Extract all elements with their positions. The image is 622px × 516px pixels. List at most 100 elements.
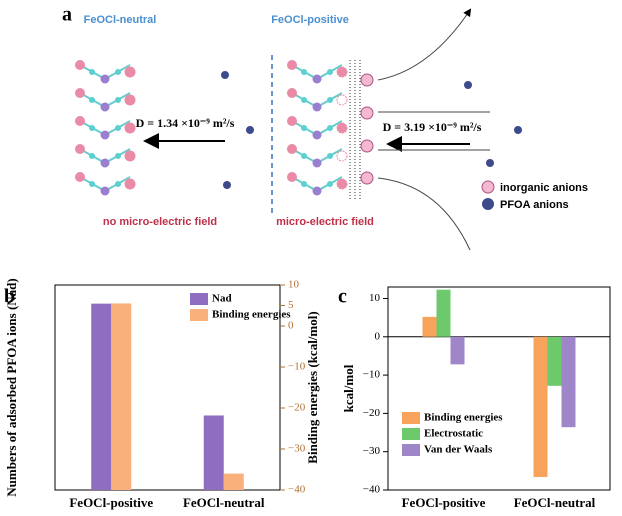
plot-frame <box>54 284 281 491</box>
bar <box>91 303 112 490</box>
x-tick-label: FeOCl-positive <box>402 495 486 510</box>
legend-swatch <box>402 444 420 456</box>
panel-label: b <box>4 286 15 308</box>
atom <box>336 94 348 106</box>
atom <box>115 97 121 103</box>
legend-label: Binding energies <box>424 412 503 424</box>
legend-swatch <box>482 198 494 210</box>
atom <box>312 130 322 140</box>
atom <box>336 150 348 162</box>
atom <box>115 69 121 75</box>
legend-swatch <box>190 293 208 305</box>
atom <box>301 153 307 159</box>
tick-label: −40 <box>288 484 306 496</box>
tick-label: 5 <box>288 299 294 311</box>
left-caption: no micro-electric field <box>103 216 217 228</box>
bar <box>561 336 576 428</box>
pfoa-anion <box>221 71 229 79</box>
tick-label: −40 <box>363 484 381 496</box>
pfoa-anion <box>486 159 494 167</box>
x-tick-label: FeOCl-neutral <box>183 495 265 510</box>
legend-swatch <box>481 180 495 194</box>
atom <box>287 116 297 126</box>
atom <box>327 125 333 131</box>
atom <box>301 69 307 75</box>
atom <box>75 88 85 98</box>
atom <box>312 186 322 196</box>
left-title: FeOCl-neutral <box>84 14 157 26</box>
panel-label: a <box>62 4 72 26</box>
bar <box>111 303 132 490</box>
pfoa-anion <box>514 126 522 134</box>
atom <box>75 144 85 154</box>
atom <box>301 125 307 131</box>
atom <box>75 60 85 70</box>
y2-axis-label: Binding energies (kcal/mol) <box>305 311 320 463</box>
right-diffusion: D = 3.19 ×10⁻⁹ m²/s <box>383 120 482 134</box>
atom <box>115 153 121 159</box>
tick-label: −20 <box>288 402 306 414</box>
atom <box>100 158 110 168</box>
atom <box>89 181 95 187</box>
atom <box>89 153 95 159</box>
atom <box>287 88 297 98</box>
atom <box>100 102 110 112</box>
right-caption: micro-electric field <box>276 216 374 228</box>
atom <box>312 74 322 84</box>
bar <box>547 336 562 386</box>
atom <box>75 116 85 126</box>
inorganic-anion <box>360 139 374 153</box>
pfoa-anion <box>223 181 231 189</box>
tick-label: −30 <box>288 443 306 455</box>
bar <box>436 289 451 337</box>
bar <box>450 336 465 365</box>
atom <box>89 97 95 103</box>
atom <box>287 172 297 182</box>
inorganic-anion <box>360 171 374 185</box>
legend-label: Nad <box>212 293 232 305</box>
bar <box>533 336 548 477</box>
atom <box>100 130 110 140</box>
y-axis-label: kcal/mol <box>341 364 356 412</box>
pfoa-anion <box>246 126 254 134</box>
atom <box>100 74 110 84</box>
legend-label: Van der Waals <box>424 444 493 456</box>
atom <box>124 66 136 78</box>
pfoa-anion <box>464 81 472 89</box>
legend-label: Electrostatic <box>424 428 483 440</box>
bar <box>223 473 244 490</box>
left-diffusion: D = 1.34 ×10⁻⁹ m²/s <box>136 116 235 130</box>
plot-frame <box>387 286 611 491</box>
atom <box>336 178 348 190</box>
legend-label: PFOA anions <box>500 199 569 211</box>
tick-label: −30 <box>363 445 381 457</box>
curve <box>377 8 472 81</box>
atom <box>124 178 136 190</box>
tick-label: 10 <box>369 292 381 304</box>
right-title: FeOCl-positive <box>271 14 349 26</box>
tick-label: −20 <box>363 407 381 419</box>
tick-label: 10 <box>288 279 300 291</box>
atom <box>287 144 297 154</box>
atom <box>327 97 333 103</box>
x-tick-label: FeOCl-neutral <box>514 495 596 510</box>
atom <box>115 125 121 131</box>
tick-label: −10 <box>363 369 381 381</box>
diagram: a FeOCl-neutral FeOCl-positive D = 1.34 … <box>62 4 588 251</box>
atom <box>287 60 297 70</box>
panel-label: c <box>338 286 347 308</box>
y-axis-label: Numbers of adsorbed PFOA ions (Nad) <box>4 278 19 497</box>
bar <box>203 415 224 490</box>
tick-label: 0 <box>288 320 294 332</box>
atom <box>124 150 136 162</box>
curve <box>377 177 471 251</box>
inorganic-anion <box>360 106 374 120</box>
legend-swatch <box>402 428 420 440</box>
atom <box>327 153 333 159</box>
atom <box>124 94 136 106</box>
tick-label: −10 <box>288 361 306 373</box>
atom <box>327 69 333 75</box>
atom <box>301 181 307 187</box>
legend-swatch <box>190 309 208 321</box>
